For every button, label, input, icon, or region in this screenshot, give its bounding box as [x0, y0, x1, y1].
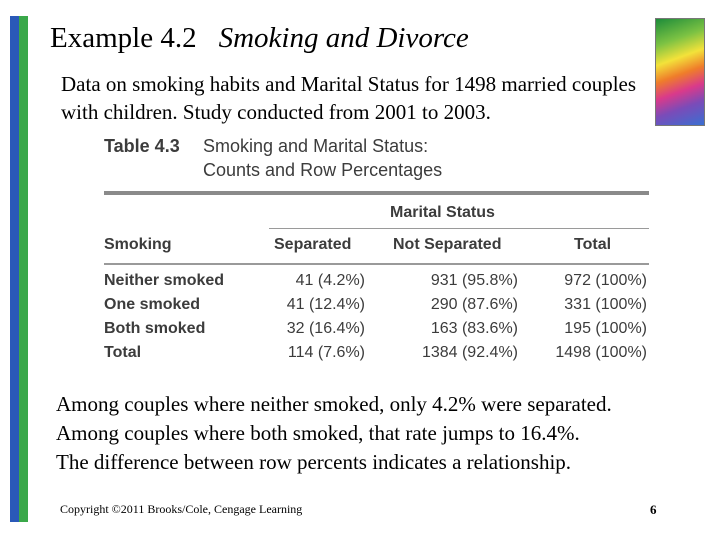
slide-title-subtitle: Smoking and Divorce: [218, 22, 469, 54]
row-label: Both smoked: [104, 320, 206, 337]
row-label: Neither smoked: [104, 272, 225, 289]
cell-total: 1498 (100%): [555, 344, 647, 361]
table-4-3: Table 4.3 Smoking and Marital Status: Co…: [104, 134, 649, 361]
publisher-logo-image: [655, 18, 705, 126]
slide-title-main: Example 4.2: [50, 22, 197, 54]
cell-total: 331 (100%): [564, 296, 647, 313]
cell-total: 972 (100%): [564, 272, 647, 289]
header-rule: [104, 263, 649, 265]
table-caption-text: Smoking and Marital Status: Counts and R…: [203, 134, 442, 182]
cell-total: 195 (100%): [564, 320, 647, 337]
table-row-neither-smoked: Neither smoked 41 (4.2%) 931 (95.8%) 972…: [104, 272, 649, 296]
col-header-smoking: Smoking: [104, 236, 172, 253]
group-header-rule: [269, 228, 649, 229]
body-text: Among couples where neither smoked, only…: [56, 390, 706, 477]
table-row-total: Total 114 (7.6%) 1384 (92.4%) 1498 (100%…: [104, 344, 649, 368]
table-caption-line-1: Smoking and Marital Status:: [203, 136, 429, 156]
table-top-rule: [104, 191, 649, 195]
body-line-2: Among couples where both smoked, that ra…: [56, 421, 580, 445]
body-line-3: The difference between row percents indi…: [56, 450, 572, 474]
cell-not-separated: 931 (95.8%): [430, 272, 518, 289]
group-header-marital-status: Marital Status: [390, 204, 495, 221]
row-label: One smoked: [104, 296, 201, 313]
table-row-one-smoked: One smoked 41 (12.4%) 290 (87.6%) 331 (1…: [104, 296, 649, 320]
table-caption: Table 4.3 Smoking and Marital Status: Co…: [104, 134, 649, 184]
col-header-total: Total: [574, 236, 612, 253]
table-caption-line-2: Counts and Row Percentages: [203, 160, 443, 180]
cell-separated: 32 (16.4%): [286, 320, 365, 337]
col-header-not-separated: Not Separated: [393, 236, 502, 253]
cell-not-separated: 163 (83.6%): [430, 320, 518, 337]
intro-text: Data on smoking habits and Marital Statu…: [61, 72, 637, 124]
copyright-footer: Copyright ©2011 Brooks/Cole, Cengage Lea…: [60, 502, 303, 516]
left-accent-bar-blue: [10, 16, 19, 522]
table-number: Table 4.3: [104, 136, 180, 156]
cell-separated: 41 (12.4%): [286, 296, 365, 313]
cell-separated: 114 (7.6%): [287, 344, 365, 361]
cell-not-separated: 290 (87.6%): [430, 296, 518, 313]
table-row-both-smoked: Both smoked 32 (16.4%) 163 (83.6%) 195 (…: [104, 320, 649, 344]
cell-not-separated: 1384 (92.4%): [421, 344, 518, 361]
col-header-separated: Separated: [274, 236, 352, 253]
slide-title: Example 4.2 Smoking and Divorce: [50, 22, 469, 55]
page-number: 6: [650, 502, 657, 517]
cell-separated: 41 (4.2%): [295, 272, 365, 289]
left-accent-bar-green: [19, 16, 28, 522]
row-label: Total: [104, 344, 142, 361]
body-line-1: Among couples where neither smoked, only…: [56, 392, 612, 416]
